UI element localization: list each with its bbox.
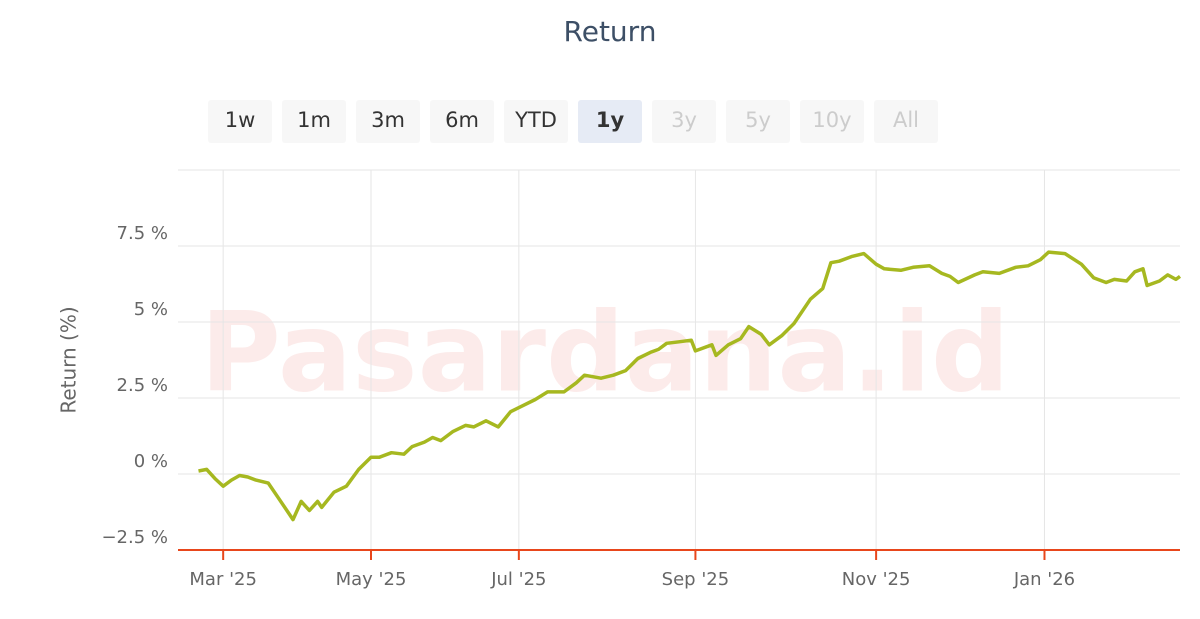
range-button-label: All	[893, 108, 919, 132]
y-tick-label: −2.5 %	[101, 527, 168, 548]
x-tick-label: Jul '25	[490, 569, 546, 590]
range-button	[726, 100, 790, 143]
range-button-label[interactable]: 1y	[596, 108, 625, 132]
range-button[interactable]	[208, 100, 272, 143]
range-button[interactable]	[282, 100, 346, 143]
y-tick-label: 7.5 %	[117, 223, 168, 244]
range-button-label[interactable]: 3m	[371, 108, 405, 132]
range-button	[652, 100, 716, 143]
range-button[interactable]	[356, 100, 420, 143]
range-button	[800, 100, 864, 143]
range-button-label[interactable]: 1w	[225, 108, 256, 132]
x-tick-label: Mar '25	[189, 569, 257, 590]
range-button	[874, 100, 938, 143]
y-tick-label: 5 %	[134, 299, 168, 320]
x-tick-label: Sep '25	[662, 569, 730, 590]
range-button-label: 3y	[671, 108, 697, 132]
range-button-label[interactable]: 6m	[445, 108, 479, 132]
x-tick-label: May '25	[336, 569, 407, 590]
y-tick-label: 0 %	[134, 451, 168, 472]
x-tick-label: Jan '26	[1013, 569, 1075, 590]
chart-title: Return	[564, 15, 657, 48]
range-button-label[interactable]: YTD	[514, 108, 557, 132]
range-button[interactable]	[430, 100, 494, 143]
x-tick-label: Nov '25	[842, 569, 911, 590]
range-button-label: 5y	[745, 108, 771, 132]
range-button[interactable]	[504, 100, 568, 143]
y-axis-title: Return (%)	[57, 306, 81, 413]
range-button-label[interactable]: 1m	[297, 108, 331, 132]
watermark: Pasardana.id	[200, 288, 1010, 416]
data-line	[198, 250, 1182, 522]
range-button-label: 10y	[812, 108, 851, 132]
y-tick-label: 2.5 %	[117, 375, 168, 396]
range-button[interactable]	[578, 100, 642, 143]
